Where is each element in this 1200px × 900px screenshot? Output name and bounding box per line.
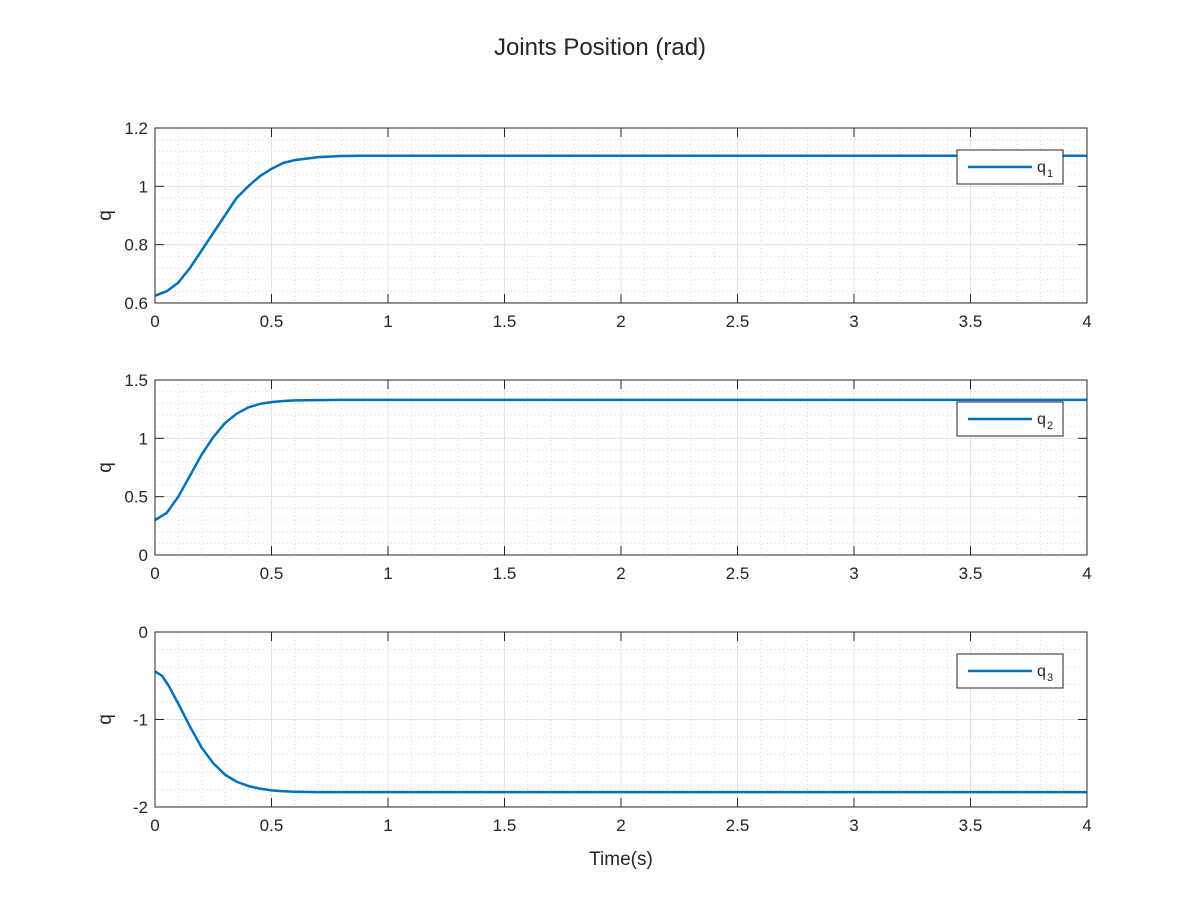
series-line-q3 (154, 670, 1087, 794)
series-line-q2 (154, 398, 1087, 522)
x-tick-label: 4 (1082, 564, 1091, 583)
legend-label: q (1037, 159, 1046, 176)
legend-label: q (1037, 411, 1046, 428)
y-tick-label: 1.2 (124, 119, 148, 138)
x-tick-label: 0 (150, 564, 159, 583)
x-tick-label: 0 (150, 816, 159, 835)
y-tick-label: 0.5 (124, 488, 148, 507)
y-tick-label: -2 (133, 798, 148, 817)
legend-label-subscript: 1 (1047, 168, 1053, 180)
subplots-group: 0 0.5 1 1.5 2 2.5 3 3.5 40.60.811.2qq 10 0.5 1 1.5 2 2… (95, 119, 1092, 870)
y-axis-label: q (95, 714, 116, 725)
x-tick-label: 2 (616, 564, 625, 583)
y-tick-label: 1 (139, 177, 148, 196)
x-tick-label: 0.5 (260, 564, 284, 583)
legend-label-subscript: 3 (1047, 672, 1053, 684)
x-axis-label: Time(s) (589, 849, 653, 870)
x-tick-label: 3.5 (959, 816, 983, 835)
x-tick-label: 1 (383, 312, 392, 331)
x-tick-label: 2 (616, 312, 625, 331)
x-tick-label: 2.5 (726, 816, 750, 835)
y-tick-label: 1.5 (124, 371, 148, 390)
x-tick-label: 1.5 (493, 564, 517, 583)
x-tick-label: 0.5 (260, 312, 284, 331)
legend-label: q (1037, 663, 1046, 680)
x-tick-label: 2.5 (726, 312, 750, 331)
x-tick-label: 3.5 (959, 312, 983, 331)
y-tick-label: 0 (139, 546, 148, 565)
x-tick-label: 1.5 (493, 312, 517, 331)
x-tick-label: 1 (383, 816, 392, 835)
x-tick-label: 1.5 (493, 816, 517, 835)
y-axis-label: q (95, 462, 116, 473)
series-line-q1 (154, 154, 1087, 297)
y-tick-label: 0.6 (124, 294, 148, 313)
subplot-2: 0 0.5 1 1.5 2 2.5 3 3.5 400.511.5qq 2 (95, 371, 1092, 583)
x-tick-label: 2.5 (726, 564, 750, 583)
x-tick-label: 4 (1082, 312, 1091, 331)
y-tick-label: -1 (133, 711, 148, 730)
y-axis-label: q (95, 210, 116, 221)
legend-label-subscript: 2 (1047, 420, 1053, 432)
x-tick-label: 3 (849, 816, 858, 835)
subplot-1: 0 0.5 1 1.5 2 2.5 3 3.5 40.60.811.2qq 1 (95, 119, 1092, 331)
x-tick-label: 3.5 (959, 564, 983, 583)
x-tick-label: 2 (616, 816, 625, 835)
x-tick-label: 3 (849, 564, 858, 583)
x-tick-label: 3 (849, 312, 858, 331)
x-tick-label: 4 (1082, 816, 1091, 835)
y-tick-label: 0.8 (124, 236, 148, 255)
y-tick-label: 1 (139, 429, 148, 448)
x-tick-label: 1 (383, 564, 392, 583)
x-tick-label: 0 (150, 312, 159, 331)
x-tick-label: 0.5 (260, 816, 284, 835)
y-tick-label: 0 (139, 623, 148, 642)
chart-title: Joints Position (rad) (494, 34, 706, 61)
